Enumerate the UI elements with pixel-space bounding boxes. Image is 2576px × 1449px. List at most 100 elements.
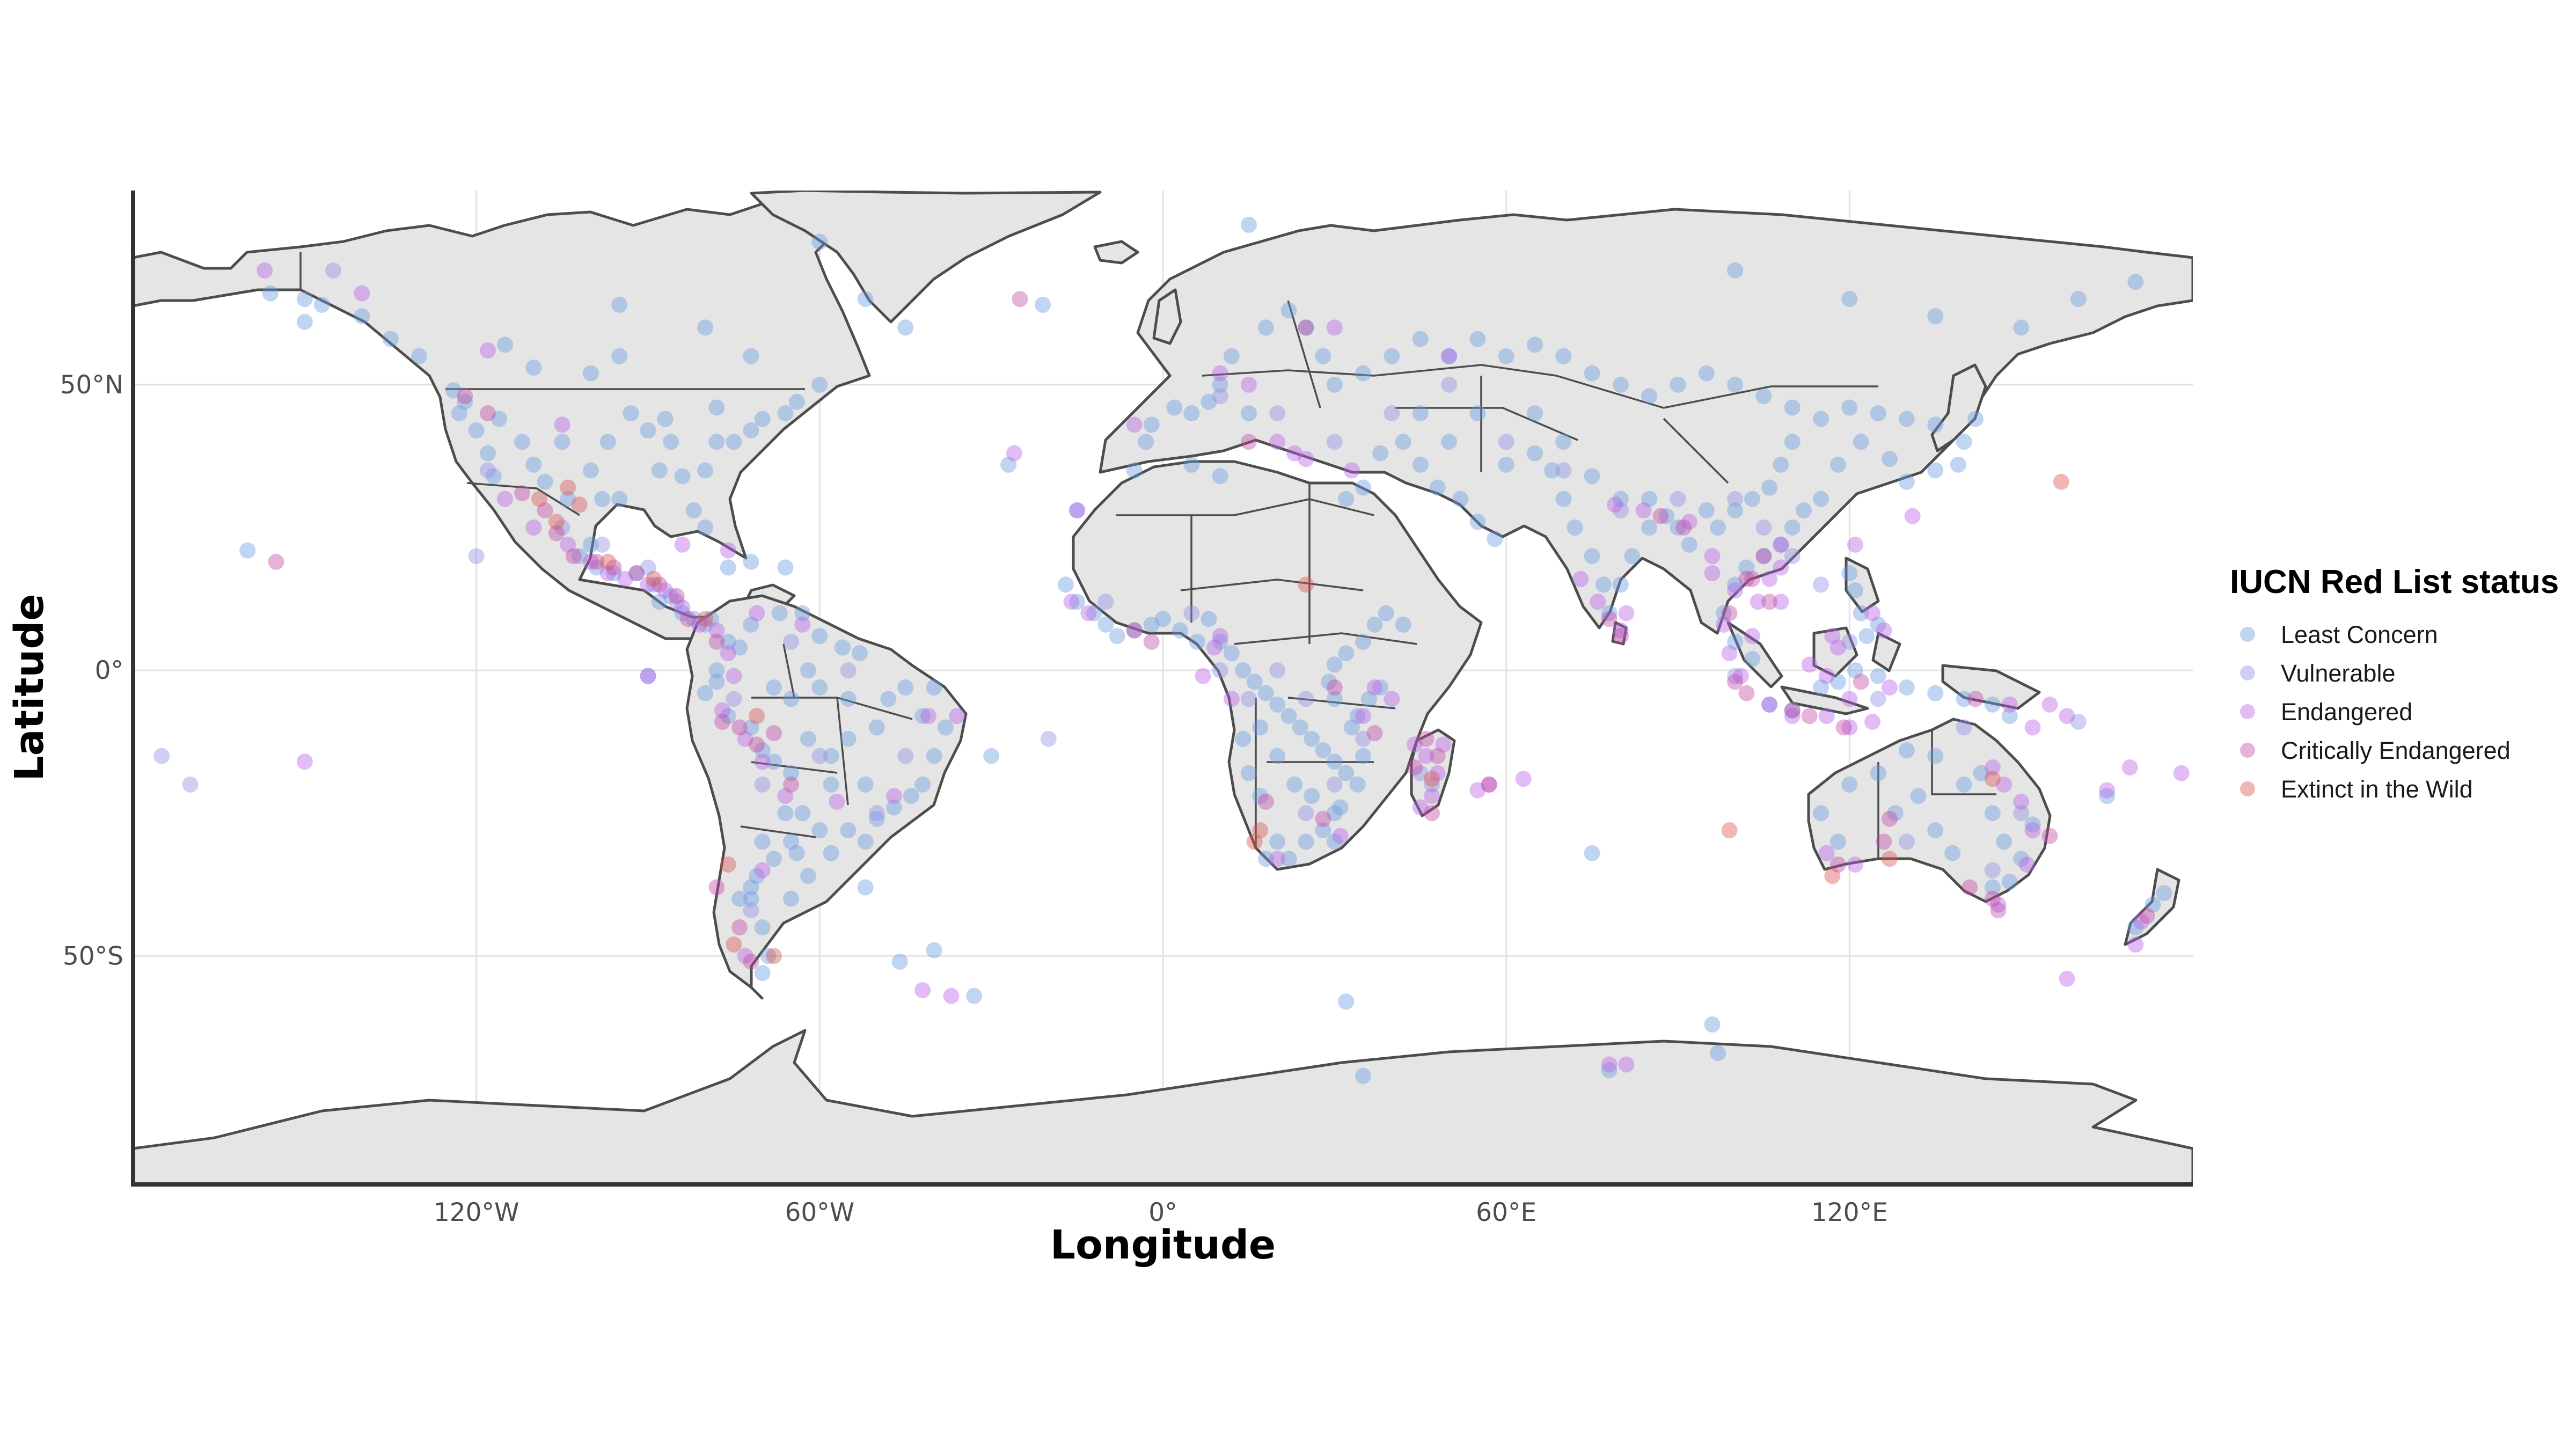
data-point: [2099, 782, 2116, 799]
data-point: [1527, 336, 1543, 353]
data-point: [708, 662, 725, 679]
data-point: [1498, 348, 1514, 364]
data-point: [1321, 674, 1337, 690]
data-point: [1853, 674, 1869, 690]
data-point: [554, 434, 570, 450]
data-point: [1847, 857, 1863, 873]
data-point: [1773, 536, 1789, 553]
data-point: [1927, 822, 1944, 839]
data-point: [2001, 873, 2018, 890]
data-point: [1315, 822, 1331, 839]
data-point: [823, 845, 839, 861]
data-point: [674, 536, 691, 553]
data-point: [628, 565, 645, 582]
data-point: [1384, 405, 1400, 422]
data-point: [1212, 628, 1228, 645]
data-point: [1927, 416, 1944, 433]
data-point: [897, 679, 914, 696]
data-point: [1201, 611, 1217, 627]
data-point: [1818, 708, 1835, 724]
data-point: [1469, 782, 1486, 799]
data-point: [1326, 656, 1343, 673]
data-point: [445, 382, 462, 399]
data-point: [754, 919, 771, 935]
data-point: [926, 748, 942, 764]
legend-key: [2240, 743, 2255, 758]
data-point: [829, 793, 845, 810]
data-point: [1412, 456, 1429, 473]
data-point: [1286, 776, 1303, 793]
data-point: [1372, 445, 1389, 462]
data-point: [1956, 691, 1972, 707]
country-borders: [299, 252, 1996, 859]
y-tick-label: 50°S: [63, 941, 123, 971]
data-point: [1830, 456, 1846, 473]
data-point: [754, 742, 771, 759]
data-point: [1572, 570, 1589, 587]
data-point: [1927, 462, 1944, 479]
legend-key: [2240, 627, 2255, 642]
data-point: [1395, 434, 1411, 450]
data-point: [1796, 502, 1812, 518]
data-point: [674, 468, 691, 485]
data-point: [1784, 548, 1801, 565]
data-point: [1355, 748, 1372, 764]
data-point: [1195, 668, 1211, 684]
data-point: [2018, 857, 2035, 873]
new-zealand-islands: [2124, 868, 2180, 946]
x-tick-label: 120°W: [434, 1198, 519, 1227]
data-point: [1326, 434, 1343, 450]
data-point: [457, 388, 473, 405]
data-point: [1326, 833, 1343, 850]
data-point: [1727, 491, 1744, 507]
legend-key: [2240, 781, 2255, 796]
data-point: [1984, 890, 2001, 907]
data-point: [2013, 805, 2030, 822]
data-point: [1744, 491, 1761, 507]
data-point: [1384, 348, 1400, 364]
data-point: [1355, 708, 1372, 724]
data-point: [1898, 473, 1915, 490]
data-point: [766, 753, 782, 770]
data-point: [1555, 491, 1572, 507]
data-point: [1670, 519, 1686, 536]
data-point: [548, 525, 565, 541]
data-point: [1784, 702, 1801, 719]
data-point: [1315, 348, 1331, 364]
data-point: [783, 776, 799, 793]
data-point: [777, 559, 794, 576]
data-point: [697, 611, 714, 627]
data-point: [1424, 776, 1440, 793]
data-point: [1355, 1067, 1372, 1084]
data-point: [766, 851, 782, 867]
data-point: [1824, 868, 1841, 884]
data-point: [640, 576, 656, 593]
data-point: [720, 857, 736, 873]
data-point: [1882, 451, 1898, 467]
data-point: [731, 719, 748, 736]
data-point: [663, 588, 679, 604]
data-point: [868, 719, 885, 736]
data-point: [1355, 365, 1372, 382]
data-point: [646, 576, 662, 593]
data-point: [926, 942, 942, 958]
data-point: [857, 776, 874, 793]
data-point: [1063, 594, 1080, 610]
data-point: [480, 342, 496, 358]
data-point: [1155, 611, 1171, 627]
data-point: [480, 445, 496, 462]
data-point: [743, 953, 759, 970]
data-point: [1326, 319, 1343, 336]
data-point: [480, 462, 496, 479]
data-point: [485, 468, 502, 485]
data-point: [1143, 416, 1160, 433]
legend-label: Vulnerable: [2281, 660, 2396, 687]
data-point: [548, 514, 565, 530]
data-point: [1240, 691, 1257, 707]
data-point: [1097, 616, 1114, 633]
data-point: [1738, 559, 1755, 576]
data-point: [525, 360, 542, 376]
data-point: [1269, 748, 1286, 764]
data-point: [737, 948, 753, 964]
data-point: [257, 262, 273, 279]
